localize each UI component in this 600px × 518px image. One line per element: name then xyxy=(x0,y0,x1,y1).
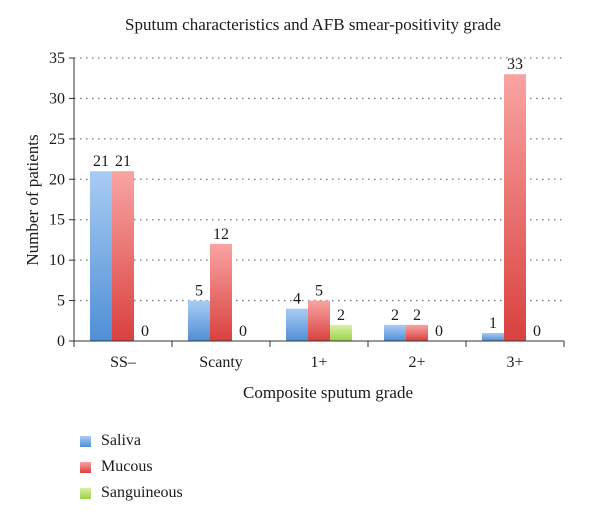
bars xyxy=(90,74,526,342)
bar-saliva-2 xyxy=(286,308,308,341)
data-label-sanguineous-2: 2 xyxy=(337,307,345,324)
bar-mucous-4 xyxy=(504,74,526,342)
legend-swatch-mucous xyxy=(80,461,91,473)
grid xyxy=(74,57,564,302)
y-tick-label: 20 xyxy=(49,171,65,188)
bar-saliva-1 xyxy=(188,300,210,341)
data-label-sanguineous-3: 0 xyxy=(435,323,443,340)
x-tick-label: 3+ xyxy=(506,354,523,371)
y-tick-label: 5 xyxy=(57,293,65,310)
data-label-saliva-3: 2 xyxy=(391,307,399,324)
data-label-saliva-1: 5 xyxy=(195,283,203,300)
x-tick-label: 1+ xyxy=(310,354,327,371)
legend-label-mucous: Mucous xyxy=(101,458,153,475)
data-label-mucous-0: 21 xyxy=(115,153,131,170)
y-tick-label: 35 xyxy=(49,50,65,67)
y-tick-label: 15 xyxy=(49,212,65,229)
bar-saliva-4 xyxy=(482,332,504,341)
data-label-mucous-4: 33 xyxy=(507,56,523,73)
y-tick-label: 30 xyxy=(49,90,65,107)
bar-mucous-0 xyxy=(112,171,134,341)
bar-saliva-3 xyxy=(384,324,406,341)
bar-mucous-2 xyxy=(308,300,330,341)
legend-item-saliva: Saliva xyxy=(80,428,183,454)
y-tick-label: 0 xyxy=(57,333,65,350)
x-tick-label: SS– xyxy=(110,354,137,371)
data-label-sanguineous-0: 0 xyxy=(141,323,149,340)
bar-mucous-3 xyxy=(406,324,428,341)
bar-sanguineous-2 xyxy=(330,324,352,341)
x-axis-title: Composite sputum grade xyxy=(243,383,413,402)
y-tick-label: 10 xyxy=(49,252,65,269)
data-label-sanguineous-4: 0 xyxy=(533,323,541,340)
data-label-sanguineous-1: 0 xyxy=(239,323,247,340)
legend-label-saliva: Saliva xyxy=(101,432,141,449)
data-label-saliva-2: 4 xyxy=(293,291,301,308)
y-tick-label: 25 xyxy=(49,131,65,148)
x-tick-label: Scanty xyxy=(199,354,243,371)
data-label-mucous-1: 12 xyxy=(213,226,229,243)
legend-swatch-saliva xyxy=(80,435,91,447)
data-label-mucous-2: 5 xyxy=(315,283,323,300)
legend-item-mucous: Mucous xyxy=(80,454,183,480)
bar-saliva-0 xyxy=(90,171,112,341)
legend: Saliva Mucous Sanguineous xyxy=(80,428,183,506)
data-label-saliva-0: 21 xyxy=(93,153,109,170)
data-label-saliva-4: 1 xyxy=(489,315,497,332)
legend-swatch-sanguineous xyxy=(80,487,91,499)
data-label-mucous-3: 2 xyxy=(413,307,421,324)
bar-mucous-1 xyxy=(210,243,232,341)
chart-title: Sputum characteristics and AFB smear-pos… xyxy=(125,15,501,34)
x-tick-label: 2+ xyxy=(408,354,425,371)
y-axis-title: Number of patients xyxy=(23,134,42,265)
legend-item-sanguineous: Sanguineous xyxy=(80,480,183,506)
legend-label-sanguineous: Sanguineous xyxy=(101,484,183,501)
